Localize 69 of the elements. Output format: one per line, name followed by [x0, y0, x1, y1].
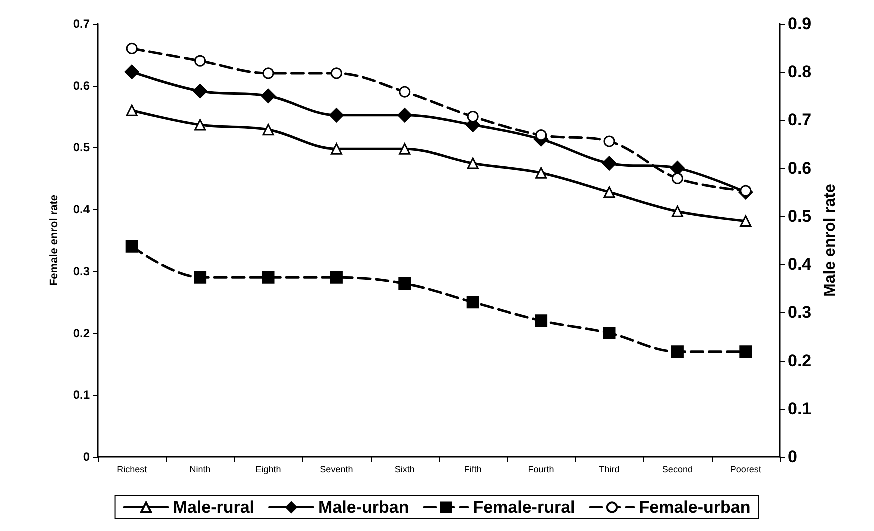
point: [671, 346, 684, 358]
legend-label: Female-urban: [639, 498, 751, 517]
point: [466, 296, 480, 309]
point: [536, 130, 548, 142]
point: [398, 108, 412, 123]
point: [194, 55, 206, 67]
point: [124, 64, 140, 80]
point: [603, 327, 616, 340]
y-tick-label: 0.5: [73, 140, 90, 155]
x-tick-label: Seventh: [320, 464, 354, 474]
y2-tick-label: 0.5: [788, 206, 812, 226]
y-tick-label: 0.2: [73, 326, 90, 340]
point: [602, 156, 617, 171]
point: [126, 104, 138, 116]
point: [329, 108, 344, 123]
x-tick-label: Fifth: [464, 464, 482, 474]
y2-tick-label: 0.1: [788, 399, 812, 418]
legend-label: Male-urban: [318, 498, 410, 517]
point: [398, 278, 412, 290]
point: [262, 124, 274, 136]
y-tick-label: 0.4: [73, 202, 90, 217]
y2-axis-title: Male enrol rate: [822, 184, 840, 297]
point: [604, 136, 616, 148]
x-tick-label: Third: [599, 464, 620, 474]
point: [126, 42, 138, 54]
x-tick-label: Fourth: [528, 464, 554, 474]
point: [467, 158, 479, 170]
point: [262, 271, 275, 284]
point: [672, 172, 684, 184]
x-tick-label: Richest: [117, 464, 148, 474]
legend-label: Male-rural: [173, 498, 255, 517]
y-tick-label: 0.1: [73, 388, 90, 402]
y2-tick-label: 0.7: [788, 110, 812, 130]
x-tick-label: Eighth: [256, 464, 282, 474]
y2-tick-label: 0.3: [788, 303, 812, 322]
x-tick-label: Poorest: [730, 464, 762, 474]
point: [330, 271, 343, 284]
y2-tick-label: 0: [788, 448, 798, 466]
y-tick-label: 0.6: [73, 78, 90, 93]
y-tick-label: 0.3: [73, 264, 90, 278]
point: [535, 314, 548, 328]
y-tick-label: 0: [83, 450, 90, 464]
point: [330, 68, 342, 80]
point: [126, 240, 138, 253]
x-tick-label: Ninth: [190, 464, 211, 474]
point: [604, 186, 616, 198]
y2-tick-label: 0.2: [788, 351, 812, 370]
y2-tick-label: 0.6: [788, 158, 812, 178]
point: [467, 111, 479, 123]
point: [262, 68, 274, 80]
y-tick-label: 0.7: [73, 17, 90, 31]
point: [536, 167, 548, 179]
point: [740, 216, 752, 228]
point: [672, 206, 684, 218]
y2-tick-label: 0.8: [788, 62, 812, 82]
y2-tick-label: 0.9: [788, 14, 812, 34]
point: [261, 88, 276, 104]
point: [194, 271, 207, 284]
point: [194, 119, 206, 131]
y2-tick-label: 0.4: [788, 255, 812, 274]
x-tick-label: Sixth: [394, 464, 415, 474]
point: [740, 346, 752, 358]
x-tick-label: Second: [662, 464, 693, 474]
y-axis-title: Female enrol rate: [48, 194, 60, 286]
point: [193, 84, 208, 99]
point: [399, 86, 411, 98]
point: [399, 143, 411, 155]
legend-label: Female-rural: [473, 498, 576, 517]
point: [330, 143, 342, 155]
